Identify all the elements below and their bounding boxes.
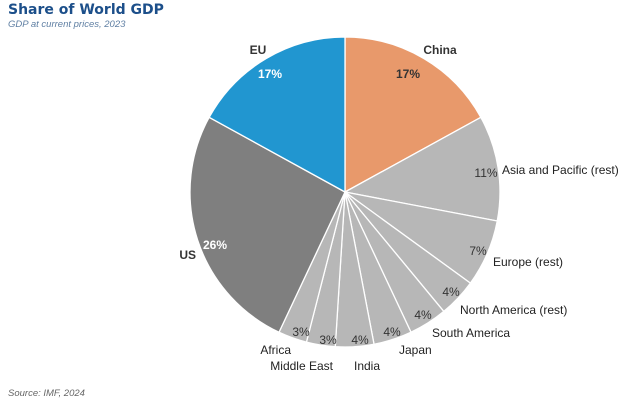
pie-slice-eu: [208, 36, 346, 194]
data-label-japan: 4%: [383, 325, 401, 339]
data-label-middle-east: 3%: [319, 333, 337, 347]
category-label-india: India: [354, 359, 380, 373]
data-label-africa: 3%: [292, 325, 310, 339]
category-label-europe-rest: Europe (rest): [493, 255, 563, 269]
data-label-north-america-rest: 4%: [442, 285, 460, 299]
category-label-middle-east: Middle East: [270, 359, 333, 373]
data-label-india: 4%: [351, 333, 369, 347]
category-label-africa: Africa: [260, 343, 291, 357]
data-label-eu: 17%: [258, 67, 282, 81]
data-label-south-america: 4%: [414, 308, 432, 322]
pie-slice-china: [344, 36, 482, 194]
chart-title: Share of World GDP: [8, 2, 164, 18]
category-label-south-america: South America: [432, 326, 510, 340]
category-label-eu: EU: [250, 43, 267, 57]
category-label-asia-and-pacific-rest: Asia and Pacific (rest): [502, 163, 619, 177]
data-label-us: 26%: [203, 238, 227, 252]
data-label-asia-and-pacific-rest: 11%: [474, 166, 497, 180]
pie-slice-asia-and-pacific-rest: [343, 116, 501, 222]
data-label-china: 17%: [396, 67, 420, 81]
data-label-europe-rest: 7%: [469, 244, 487, 258]
category-label-north-america-rest: North America (rest): [460, 303, 567, 317]
chart-source: Source: IMF, 2024: [8, 388, 85, 399]
category-label-us: US: [179, 248, 196, 262]
category-label-china: China: [423, 43, 457, 57]
chart-subtitle: GDP at current prices, 2023: [8, 19, 126, 30]
category-label-japan: Japan: [399, 343, 432, 357]
